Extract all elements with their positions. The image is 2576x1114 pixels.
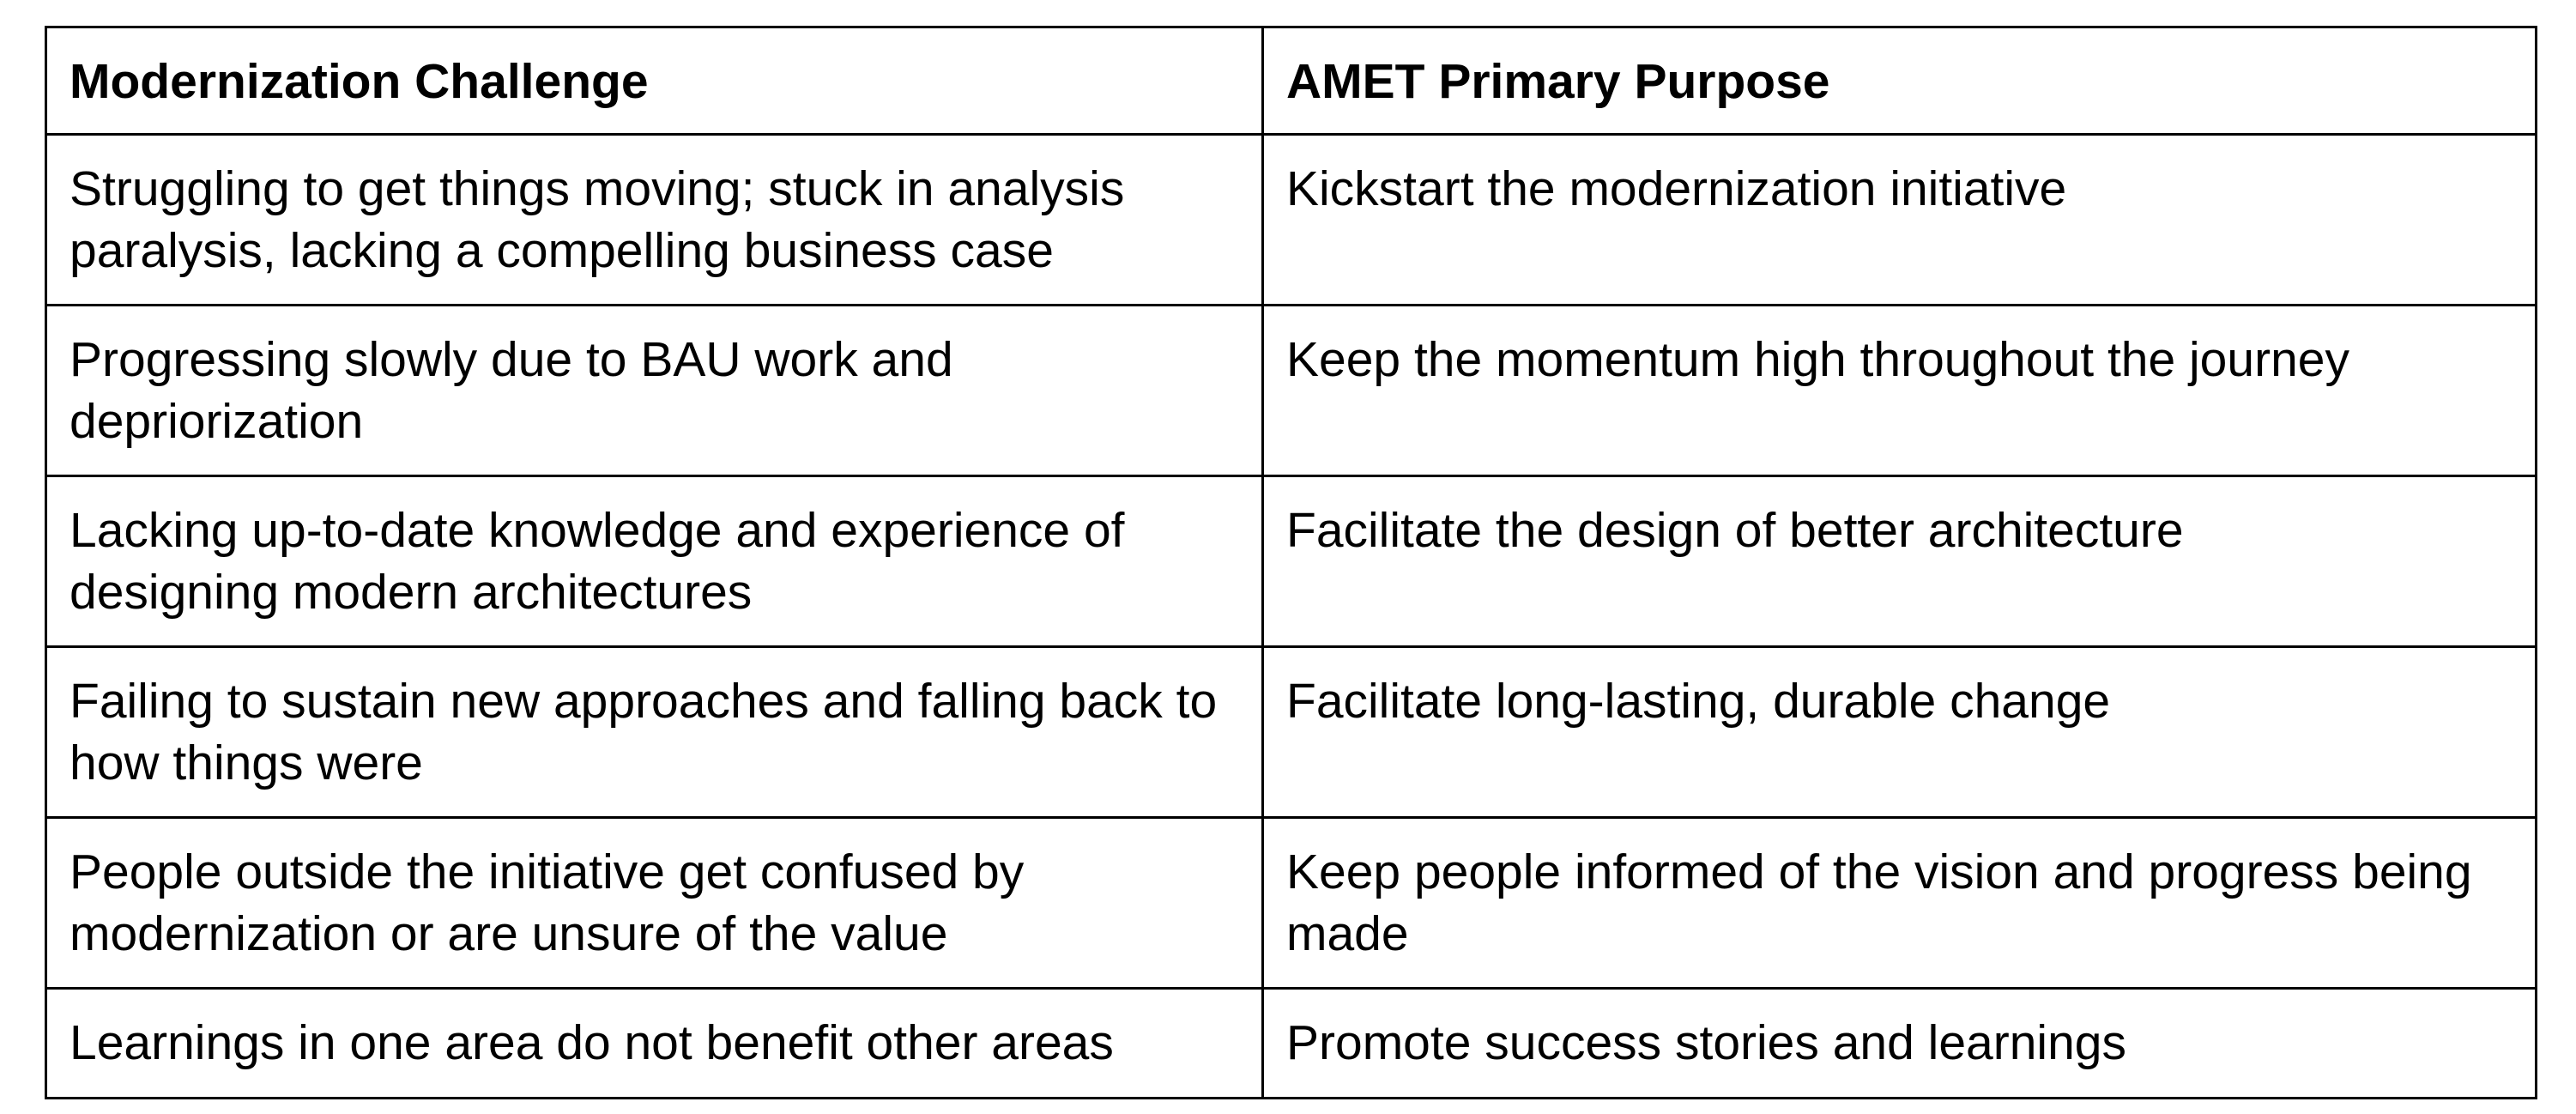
challenge-purpose-table: Modernization Challenge AMET Primary Pur… bbox=[45, 26, 2537, 1099]
table-header-row: Modernization Challenge AMET Primary Pur… bbox=[45, 26, 2537, 136]
purpose-cell: Keep the momentum high throughout the jo… bbox=[1261, 304, 2537, 477]
challenge-cell: Learnings in one area do not benefit oth… bbox=[45, 987, 1264, 1099]
table-row: Lacking up-to-date knowledge and experie… bbox=[45, 475, 2537, 648]
header-modernization-challenge: Modernization Challenge bbox=[45, 26, 1264, 136]
table-row: Progressing slowly due to BAU work and d… bbox=[45, 304, 2537, 477]
challenge-cell: Struggling to get things moving; stuck i… bbox=[45, 133, 1264, 306]
table-row: People outside the initiative get confus… bbox=[45, 816, 2537, 990]
table-row: Failing to sustain new approaches and fa… bbox=[45, 645, 2537, 819]
challenge-cell: Lacking up-to-date knowledge and experie… bbox=[45, 475, 1264, 648]
purpose-cell: Keep people informed of the vision and p… bbox=[1261, 816, 2537, 990]
challenge-cell: Failing to sustain new approaches and fa… bbox=[45, 645, 1264, 819]
purpose-cell: Facilitate long-lasting, durable change bbox=[1261, 645, 2537, 819]
challenge-cell: People outside the initiative get confus… bbox=[45, 816, 1264, 990]
header-amet-primary-purpose: AMET Primary Purpose bbox=[1261, 26, 2537, 136]
purpose-cell: Promote success stories and learnings bbox=[1261, 987, 2537, 1099]
table-row: Struggling to get things moving; stuck i… bbox=[45, 133, 2537, 306]
table-row: Learnings in one area do not benefit oth… bbox=[45, 987, 2537, 1099]
purpose-cell: Kickstart the modernization initiative bbox=[1261, 133, 2537, 306]
purpose-cell: Facilitate the design of better architec… bbox=[1261, 475, 2537, 648]
challenge-cell: Progressing slowly due to BAU work and d… bbox=[45, 304, 1264, 477]
